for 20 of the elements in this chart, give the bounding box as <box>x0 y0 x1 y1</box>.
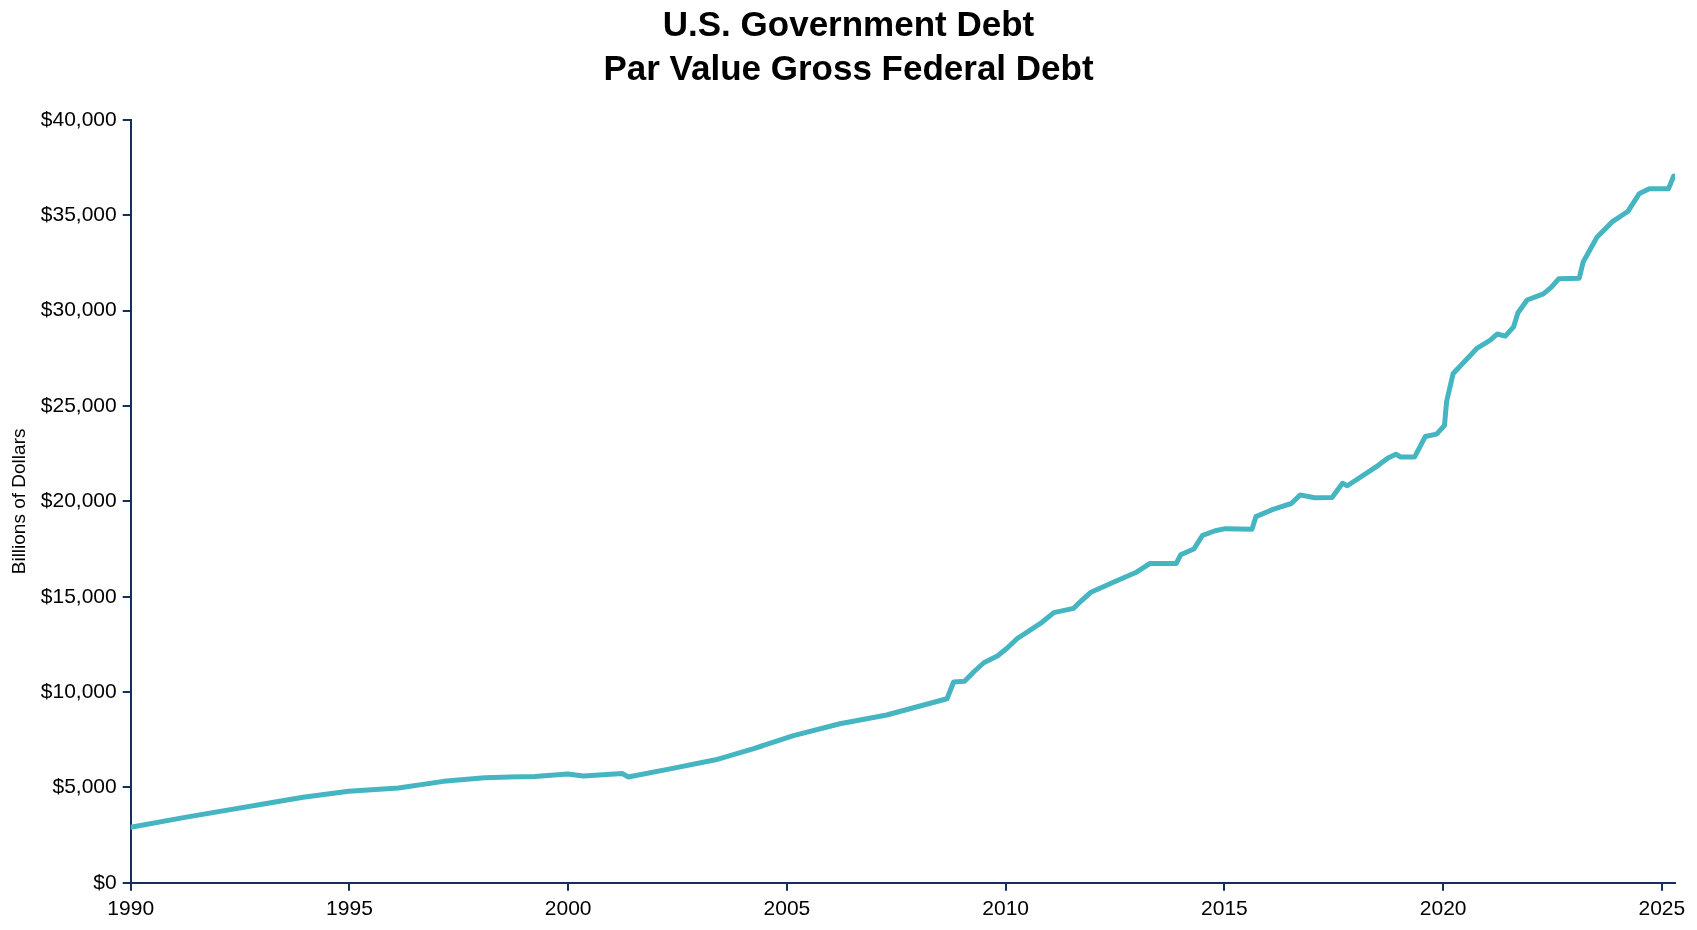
x-tick-label: 1995 <box>326 896 373 920</box>
chart-subtitle: Par Value Gross Federal Debt <box>602 47 1095 89</box>
x-tick-label: 2015 <box>1201 896 1248 920</box>
y-tick-label: $30,000 <box>40 297 117 321</box>
y-axis-title: Billions of Dollars <box>7 428 29 575</box>
x-tick-label: 1990 <box>107 896 155 920</box>
y-tick-label: $40,000 <box>40 106 117 130</box>
x-tick-label: 2005 <box>763 896 811 920</box>
x-tick-label: 2010 <box>982 896 1030 920</box>
x-tick-label: 2020 <box>1419 896 1467 920</box>
y-tick-label: $35,000 <box>40 202 117 226</box>
y-tick-label: $15,000 <box>40 583 117 607</box>
chart-title: U.S. Government Debt <box>661 3 1036 45</box>
x-tick-label: 2025 <box>1638 896 1686 920</box>
y-tick-label: $25,000 <box>40 392 117 416</box>
y-tick-label: $0 <box>93 869 117 893</box>
y-tick-label: $10,000 <box>40 678 117 702</box>
x-tick-label: 2000 <box>544 896 592 920</box>
y-tick-label: $20,000 <box>40 488 117 512</box>
y-tick-label: $5,000 <box>52 774 117 798</box>
